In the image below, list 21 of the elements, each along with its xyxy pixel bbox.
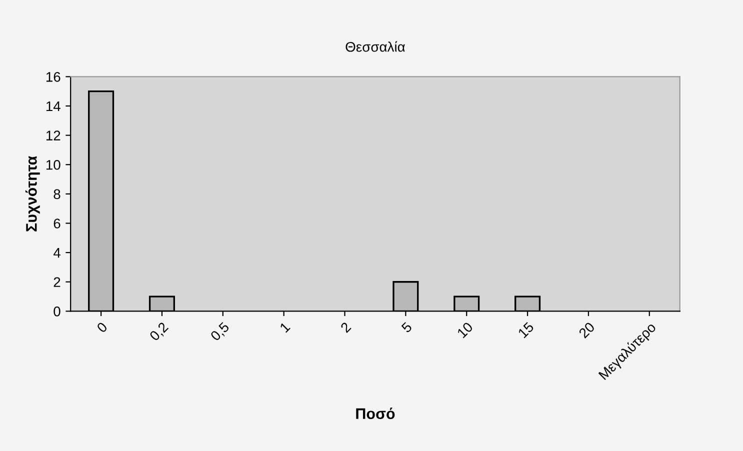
x-tick-label: 2 bbox=[340, 322, 352, 333]
x-tick-label: 1 bbox=[279, 322, 290, 333]
x-tick-label: 15 bbox=[518, 322, 534, 338]
y-tick-label: 14 bbox=[46, 101, 60, 112]
x-tick-label: 0,5 bbox=[210, 322, 231, 343]
chart-title: Θεσσαλία bbox=[346, 41, 405, 52]
y-tick-label: 4 bbox=[53, 248, 60, 258]
y-tick-label: 16 bbox=[46, 72, 60, 82]
y-tick-label: 6 bbox=[54, 218, 60, 228]
x-tick-label: 20 bbox=[578, 322, 596, 339]
x-tick-label: 10 bbox=[456, 322, 474, 338]
y-axis-title: Συχνότητα bbox=[25, 156, 40, 232]
y-tick-label: 12 bbox=[46, 130, 60, 140]
y-tick-label: 2 bbox=[54, 277, 60, 287]
x-tick-label: 0 bbox=[96, 322, 108, 334]
y-tick-label: 10 bbox=[46, 160, 60, 170]
y-tick-label: 0 bbox=[54, 306, 60, 316]
x-axis-title: Ποσό bbox=[356, 408, 395, 420]
y-tick-label: 8 bbox=[54, 189, 60, 200]
x-tick-label: 5 bbox=[400, 322, 412, 334]
x-tick-label: 0,2 bbox=[148, 322, 170, 343]
